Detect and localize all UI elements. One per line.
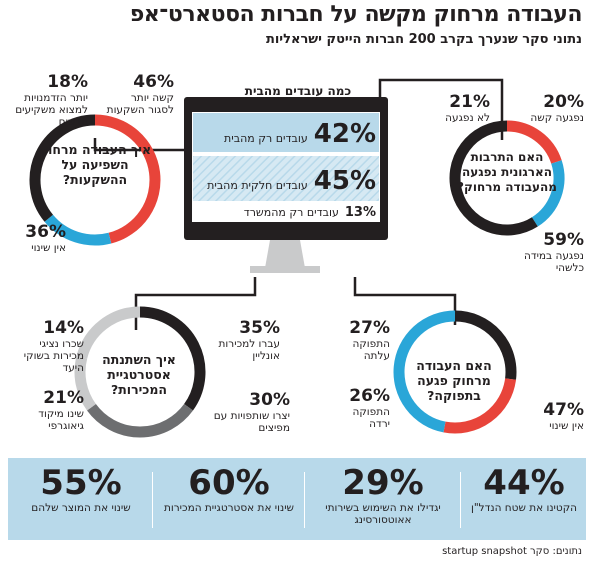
stat-divider	[304, 472, 305, 528]
donut-slice-3-0	[454, 310, 517, 380]
sales-text-d: שינו מיקוד גיאוגרפי	[38, 408, 84, 432]
donut-slice-0-2	[29, 114, 96, 222]
bar-office-only-pct: 13%	[344, 205, 376, 220]
donut-culture-title: האם התרבות הארגונית נפגעה מהעבודה מרחוק?	[457, 150, 557, 194]
donut-investment-title: איך העבודה מרחוק השפיעה על ההשקעות?	[38, 142, 152, 187]
sales-pct-c: 14%	[43, 318, 84, 338]
donut-slice-0-0	[94, 114, 161, 244]
bar-office-only-label: 13% עובדים רק מהמשרד	[196, 205, 376, 220]
donut-slice-2-2	[74, 355, 97, 411]
culture-label-b: 21% לא נפגעה	[430, 92, 490, 124]
investment-label-a: 46% קשה יותר לסגור השקעות	[104, 72, 174, 116]
culture-text-b: לא נפגעה	[445, 112, 490, 124]
donut-slice-2-0	[139, 306, 206, 411]
sales-text-b: יצרו שותפויות עם מפיצים	[213, 410, 290, 434]
bar-office-only-text: עובדים רק מהמשרד	[243, 206, 339, 219]
investment-label-b: 18% יותר הזדמנויות למצוא משקיעים חדשים	[6, 72, 88, 128]
sales-label-c: 14% שכרו נציגי מכירות בשוקי היעד	[6, 318, 84, 374]
productivity-pct-b: 26%	[349, 386, 390, 406]
sales-label-b: 30% יצרו שותפויות עם מפיצים	[210, 390, 290, 434]
culture-pct-b: 21%	[449, 92, 490, 112]
stat-divider	[460, 472, 461, 528]
donut-slice-1-2	[449, 120, 538, 236]
connector-investment	[93, 138, 184, 152]
bar-home-only	[193, 113, 379, 152]
bar-partial-home-text: עובדים חלקית מהבית	[207, 179, 308, 192]
donut-slice-0-1	[44, 214, 112, 246]
culture-text-c: נפגעה במידה כלשהי	[523, 250, 584, 274]
culture-pct-a: 20%	[543, 92, 584, 112]
sales-label-a: 35% עברו למכירות אונליין	[210, 318, 280, 362]
sales-pct-b: 30%	[249, 390, 290, 410]
investment-text-b: יותר הזדמנויות למצוא משקיעים חדשים	[15, 92, 88, 128]
stat-outsourcing-caption: יגדילו את השימוש בשירותי אאוטסורסינג	[325, 502, 441, 526]
page-subtitle: נתוני סקר שנערך בקרב 200 חברות הייטק ישר…	[265, 32, 582, 47]
productivity-label-b: 26% התפוקה ירדה	[330, 386, 390, 430]
investment-text-a: קשה יותר לסגור השקעות	[106, 92, 174, 116]
donut-slice-3-1	[443, 378, 517, 434]
stat-real-estate: 44% הקטינו את שטח הנדל"ן	[464, 464, 584, 514]
sales-pct-d: 21%	[43, 388, 84, 408]
culture-text-a: נפגעה קשה	[530, 112, 584, 124]
investment-label-c: 36% אין שינוי	[6, 222, 66, 254]
stat-real-estate-value: 44%	[483, 463, 565, 503]
monitor-icon	[184, 97, 388, 273]
connector-culture	[378, 78, 504, 140]
culture-pct-c: 59%	[543, 230, 584, 250]
investment-text-c: אין שינוי	[31, 242, 66, 254]
stat-outsourcing-value: 29%	[342, 463, 424, 503]
donut-slice-2-1	[87, 403, 193, 438]
investment-pct-b: 18%	[47, 72, 88, 92]
stat-sales-strategy: 60% שינוי את אסטרטגיית המכירות	[156, 464, 302, 514]
investment-pct-a: 46%	[133, 72, 174, 92]
bar-home-only-pct: 42%	[313, 119, 376, 149]
culture-label-a: 20% נפגעה קשה	[520, 92, 584, 124]
investment-pct-c: 36%	[25, 222, 66, 242]
stat-product: 55% שינוי את המוצר שלהם	[12, 464, 150, 514]
bar-home-only-label: 42% עובדים רק מהבית	[196, 119, 376, 149]
source-note: נתונים: סקר startup snapshot	[442, 546, 582, 557]
sales-text-c: שכרו נציגי מכירות בשוקי היעד	[23, 338, 84, 374]
stat-sales-strategy-caption: שינוי את אסטרטגיית המכירות	[163, 502, 294, 514]
donut-productivity-title: האם העבודה מרחוק פגעה בתפוקה?	[416, 358, 492, 403]
monitor-title: כמה עובדים מהבית	[244, 84, 352, 98]
connector-productivity	[353, 277, 457, 325]
infographic-canvas	[29, 78, 565, 438]
productivity-text-b: התפוקה ירדה	[352, 406, 391, 430]
donut-slice-1-1	[531, 160, 565, 227]
donut-slice-3-2	[393, 310, 456, 433]
stat-sales-strategy-value: 60%	[188, 463, 270, 503]
productivity-label-c: 47% אין שינוי	[520, 400, 584, 432]
productivity-label-a: 27% התפוקה עלתה	[330, 318, 390, 362]
sales-label-d: 21% שינו מיקוד גיאוגרפי	[6, 388, 84, 432]
bottom-stats-panel: 44% הקטינו את שטח הנדל"ן 29% יגדילו את ה…	[8, 458, 586, 540]
productivity-pct-a: 27%	[349, 318, 390, 338]
stat-divider	[152, 472, 153, 528]
bar-partial-home	[193, 156, 379, 201]
donut-slice-2-3	[76, 306, 141, 359]
sales-text-a: עברו למכירות אונליין	[218, 338, 280, 362]
bar-partial-home-pct: 45%	[313, 166, 376, 196]
donut-slice-1-0	[506, 120, 562, 164]
culture-label-c: 59% נפגעה במידה כלשהי	[500, 230, 584, 274]
bar-partial-home-label: 45% עובדים חלקית מהבית	[196, 166, 376, 196]
stat-real-estate-caption: הקטינו את שטח הנדל"ן	[470, 502, 578, 514]
productivity-text-c: אין שינוי	[549, 420, 584, 432]
productivity-text-a: התפוקה עלתה	[352, 338, 391, 362]
stat-product-value: 55%	[40, 463, 122, 503]
stat-outsourcing: 29% יגדילו את השימוש בשירותי אאוטסורסינג	[308, 464, 458, 526]
productivity-pct-c: 47%	[543, 400, 584, 420]
page-title: העבודה מרחוק מקשה על חברות הסטארט־אפ	[129, 2, 583, 27]
sales-pct-a: 35%	[239, 318, 280, 338]
donut-sales-title: איך השתנתה אסטרטגיית המכירות?	[102, 352, 176, 397]
bar-home-only-text: עובדים רק מהבית	[224, 132, 308, 145]
stat-product-caption: שינוי את המוצר שלהם	[31, 502, 131, 514]
